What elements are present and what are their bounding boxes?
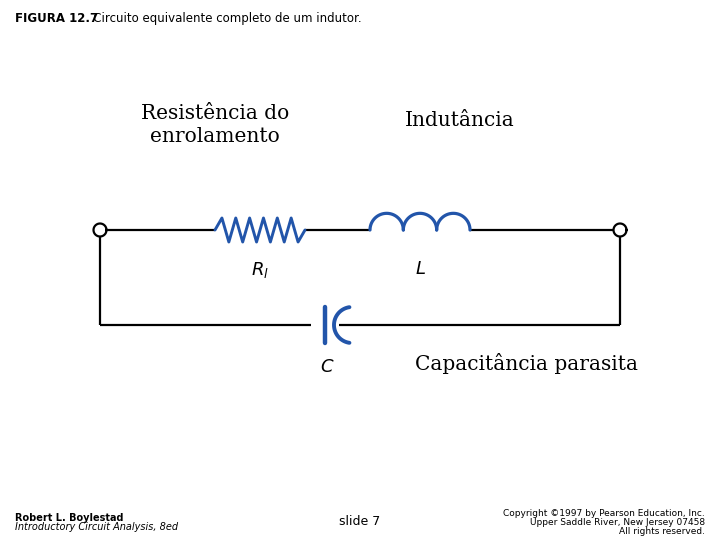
Text: Resistência do
enrolamento: Resistência do enrolamento <box>141 104 289 146</box>
Text: $L$: $L$ <box>415 260 426 278</box>
Text: Upper Saddle River, New Jersey 07458: Upper Saddle River, New Jersey 07458 <box>530 518 705 527</box>
Text: $C$: $C$ <box>320 358 334 376</box>
Text: Indutância: Indutância <box>405 111 515 130</box>
Text: Circuito equivalente completo de um indutor.: Circuito equivalente completo de um indu… <box>82 12 361 25</box>
Text: Robert L. Boylestad: Robert L. Boylestad <box>15 513 124 523</box>
Text: Copyright ©1997 by Pearson Education, Inc.: Copyright ©1997 by Pearson Education, In… <box>503 509 705 518</box>
Text: slide 7: slide 7 <box>339 515 381 528</box>
Text: Introductory Circuit Analysis, 8ed: Introductory Circuit Analysis, 8ed <box>15 522 178 532</box>
Text: $R_l$: $R_l$ <box>251 260 269 280</box>
Text: All rights reserved.: All rights reserved. <box>619 527 705 536</box>
Text: Capacitância parasita: Capacitância parasita <box>415 353 638 374</box>
Text: FIGURA 12.7: FIGURA 12.7 <box>15 12 98 25</box>
